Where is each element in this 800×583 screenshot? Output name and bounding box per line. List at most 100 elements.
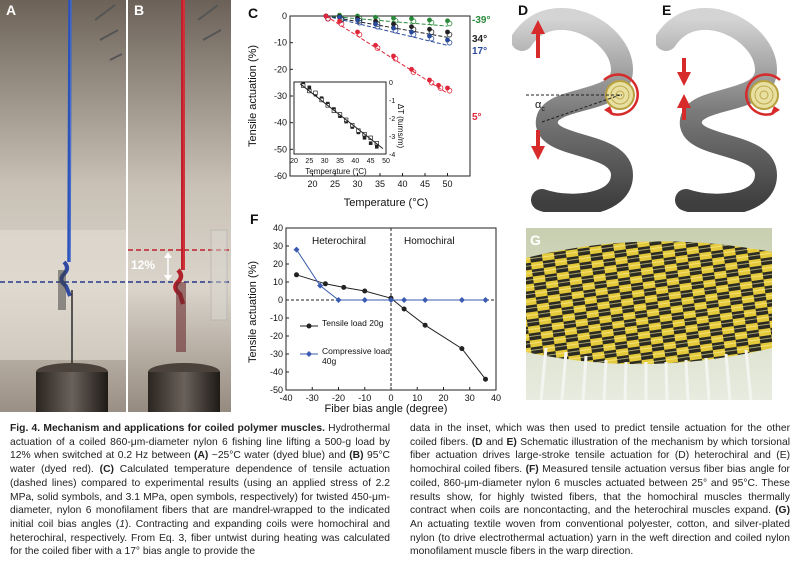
data-point-open [428,19,435,26]
data-point-open [374,23,381,30]
photo-b-red-fiber [128,0,231,412]
data-point-compressive [422,297,429,303]
data-point-open [374,45,381,51]
figure-caption: Fig. 4. Mechanism and applications for c… [10,422,790,580]
inset-point-open [313,90,318,95]
chart-c-xlabel: Temperature (°C) [344,197,428,209]
data-point-solid [409,29,414,35]
caption-run: Measured tensile actuation versus fiber … [410,464,790,517]
chart-f-tensile-vs-bias-angle: F -40 -30 -20 -10 0 10 20 30 40 40 30 20 10 0 -10 -20 -3… [247,212,501,415]
data-point-solid [355,29,360,35]
caption-run: Schematic illustration of the mechanism … [410,436,791,476]
data-point-tensile [322,281,328,287]
inset-point-solid [307,85,312,90]
caption-run: Hydrothermal actuation of a coiled 860-μ… [10,423,390,462]
data-point-open [325,15,331,22]
data-point-solid [323,13,329,19]
data-point-solid [427,77,432,83]
data-point-solid [427,26,432,32]
panel-label-d: D [518,2,528,18]
data-point-solid [445,29,450,35]
panel-label-e: E [662,2,671,18]
data-point-tensile [362,288,368,294]
rotation-arrow [603,73,639,116]
y-tick-label: -10 [274,38,287,48]
data-point-solid [445,37,450,43]
data-point-compressive [401,297,408,303]
inset-y-tick-label: -2 [389,116,395,123]
data-point-open [410,31,417,38]
chart-f-legend: Tensile load 20g Compressive load 40g [300,318,390,366]
data-point-compressive [458,297,465,303]
data-point-solid [409,16,414,22]
caption-run: Fig. 4. Mechanism and applications for c… [10,423,325,434]
y-tick-label: -60 [274,171,287,181]
inset-point-solid [375,145,379,149]
y-tick-label: -50 [270,385,283,395]
y-tick-label: 30 [273,241,283,251]
panel-label-g: G [530,232,541,248]
chart-f-ylabel: Tensile actuation (%) [247,261,259,363]
x-tick-label: 40 [491,393,501,403]
data-point-open [446,87,453,94]
data-point-open [356,19,363,26]
chart-c-tensile-vs-temperature: C 20 25 30 35 40 45 500-10-20-30-40-50-60 Tens… [247,6,490,209]
data-point-open [446,31,453,38]
data-point-solid [445,85,450,91]
data-point-open [446,39,453,46]
series-label-34: 34° [472,34,487,45]
data-point-solid [391,15,396,21]
photo-a-blue-fiber [0,0,126,412]
caption-run: data in the inset, which was then used t… [410,423,790,448]
inset-x-tick-label: 35 [336,158,344,165]
chart-c-ylabel: Tensile actuation (%) [247,45,259,147]
data-point-solid [355,17,360,23]
data-point-compressive [361,297,368,303]
data-point-solid [373,21,378,27]
caption-run: (A) [194,450,209,462]
y-tick-label: 40 [273,223,283,233]
x-tick-label: 20 [438,393,448,403]
data-point-tensile [341,284,347,290]
x-tick-label: 20 [307,179,317,189]
data-point-solid [436,82,441,88]
y-tick-label: 0 [282,11,287,21]
inset-x-tick-label: 20 [290,158,298,165]
y-tick-label: 0 [278,295,283,305]
y-tick-label: -40 [270,367,283,377]
inset-x-tick-label: 30 [321,158,329,165]
inset-x-tick-label: 45 [367,158,375,165]
data-point-solid [391,53,396,59]
data-point-solid [427,33,432,39]
inset-y-tick-label: -4 [389,152,395,159]
panel-label-f: F [250,212,259,227]
x-tick-label: 40 [397,179,407,189]
caption-left-column: Fig. 4. Mechanism and applications for c… [10,422,390,559]
data-point-tensile [459,346,465,352]
panel-label-a: A [6,2,17,18]
data-point-open [410,69,417,75]
data-point-solid [391,21,396,27]
caption-run: ~25°C water (dyed blue) and [208,450,350,462]
data-point-tensile [422,322,428,328]
series-label-5: 5° [472,112,482,123]
x-tick-label: -20 [332,393,345,403]
data-point-solid [373,14,378,20]
fiber-cross-section [749,80,779,110]
coil-shape [656,7,778,212]
series-label-neg39: -39° [472,15,490,26]
y-tick-label: -50 [274,144,287,154]
data-point-open [338,21,345,27]
x-tick-label: -40 [279,393,292,403]
series-label-17: 17° [472,46,487,57]
diagram-e-homochiral-coil: E [656,2,781,212]
inset-fit-line [299,83,384,149]
data-point-open [428,29,435,35]
chart-f-xlabel: Fiber bias angle (degree) [325,403,448,415]
photo-g-woven-textile [526,228,772,400]
caption-run: (G) [775,505,790,517]
stroke-label: 12% [131,258,156,272]
chart-c-marks [323,12,453,94]
data-point-open [356,31,363,38]
caption-run: E) [506,436,517,448]
